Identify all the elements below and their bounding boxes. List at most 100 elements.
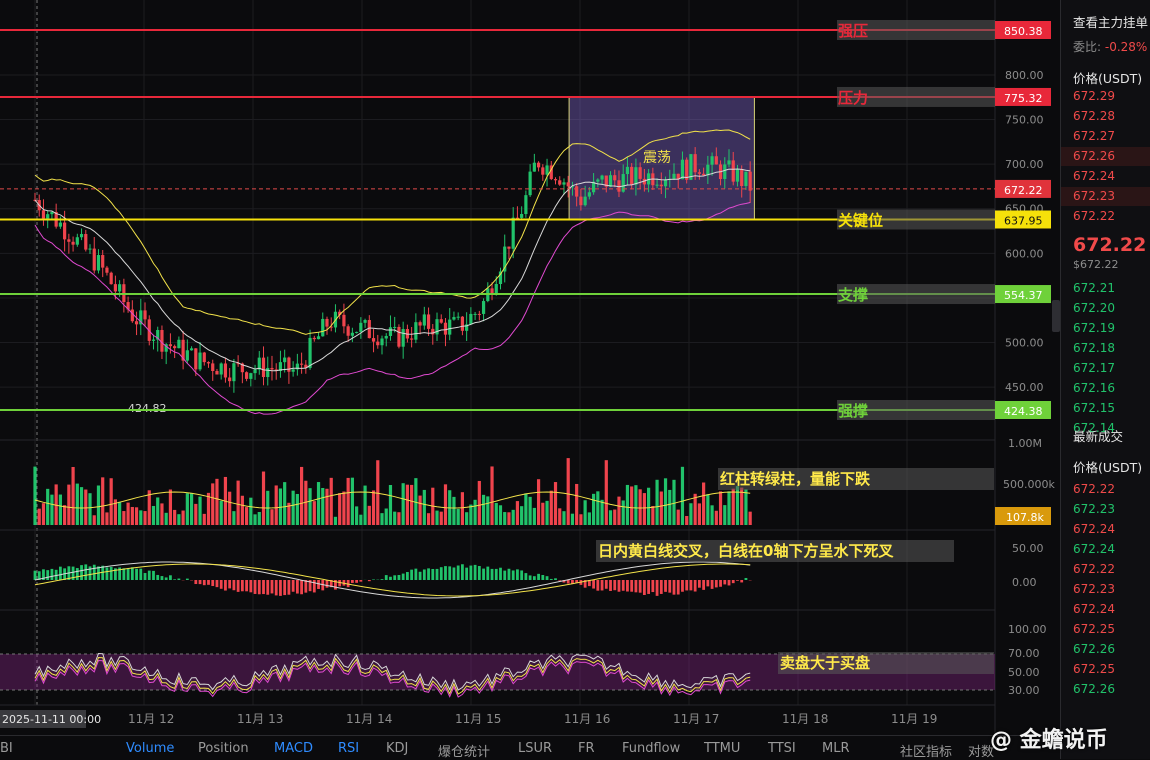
macd-bar <box>635 580 638 592</box>
volume-bar <box>626 485 629 525</box>
candle-body <box>529 172 532 196</box>
macd-bar <box>499 568 502 580</box>
macd-bar <box>719 580 722 587</box>
candle-body <box>469 314 472 324</box>
ask-price[interactable]: 672.29 <box>1073 89 1115 103</box>
ask-price[interactable]: 672.27 <box>1073 129 1115 143</box>
bid-price[interactable]: 672.18 <box>1073 341 1115 355</box>
toolbar-item-ttsi[interactable]: TTSI <box>768 741 796 756</box>
macd-bar <box>457 566 460 580</box>
volume-bar <box>152 506 155 525</box>
trade-price: 672.26 <box>1073 642 1115 656</box>
order-ratio-label: 委比: <box>1073 40 1101 54</box>
candle-body <box>474 314 477 315</box>
volume-bar <box>545 501 548 525</box>
ask-price[interactable]: 672.22 <box>1073 209 1115 223</box>
volume-bar <box>135 507 138 525</box>
macd-bar <box>414 569 417 580</box>
volume-bar <box>300 467 303 525</box>
candle-body <box>283 358 286 363</box>
bid-price[interactable]: 672.19 <box>1073 321 1115 335</box>
trade-price: 672.25 <box>1073 622 1115 636</box>
orderbook-title[interactable]: 查看主力挂单 <box>1073 12 1148 31</box>
volume-bar <box>562 511 565 525</box>
volume-bar <box>452 497 455 525</box>
toolbar-item-fr[interactable]: FR <box>578 741 595 756</box>
candle-body <box>152 340 155 341</box>
toolbar-item-position[interactable]: Position <box>198 741 249 756</box>
candle-body <box>262 358 265 377</box>
macd-bar <box>351 580 354 583</box>
macd-bar <box>554 578 557 580</box>
toolbar-item-fundflow[interactable]: Fundflow <box>622 741 680 756</box>
macd-bar <box>660 580 663 594</box>
macd-bar <box>440 567 443 580</box>
bid-price[interactable]: 672.15 <box>1073 401 1115 415</box>
rsi-tick-label: 100.00 <box>1008 623 1047 636</box>
volume-bar <box>321 488 324 525</box>
toolbar-item-rsi[interactable]: RSI <box>338 741 359 756</box>
panel-resize-handle[interactable] <box>1052 300 1060 332</box>
macd-bar <box>520 570 523 580</box>
candle-body <box>694 154 697 172</box>
ask-price[interactable]: 672.28 <box>1073 109 1115 123</box>
volume-bar <box>169 490 172 525</box>
macd-bar <box>592 580 595 589</box>
candle-body <box>706 165 709 176</box>
volume-bar <box>359 515 362 525</box>
macd-bar <box>127 569 130 580</box>
toolbar-item-kdj[interactable]: KDJ <box>386 741 408 756</box>
trade-price: 672.23 <box>1073 582 1115 596</box>
bid-price[interactable]: 672.17 <box>1073 361 1115 375</box>
toolbar-item-mlr[interactable]: MLR <box>822 741 850 756</box>
candle-body <box>347 326 350 335</box>
macd-bar <box>601 580 604 590</box>
toolbar-item-ttmu[interactable]: TTMU <box>704 741 740 756</box>
macd-bar <box>690 580 693 590</box>
macd-bar <box>711 580 714 589</box>
volume-bar <box>550 491 553 525</box>
toolbar-item-lsur[interactable]: LSUR <box>518 741 552 756</box>
candle-body <box>135 321 138 324</box>
x-axis-tick-label: 11月 14 <box>346 712 392 726</box>
ask-price[interactable]: 672.26 <box>1073 149 1115 163</box>
volume-bar <box>376 460 379 525</box>
macd-bar <box>169 575 172 580</box>
volume-bar <box>719 491 722 525</box>
macd-bar <box>613 580 616 590</box>
candle-body <box>215 371 218 374</box>
candle-body <box>372 338 375 342</box>
candle-body <box>562 182 565 184</box>
bid-price[interactable]: 672.16 <box>1073 381 1115 395</box>
candle-body <box>664 180 667 187</box>
candle-body <box>533 163 536 172</box>
candle-body <box>245 372 248 379</box>
macd-bar <box>533 576 536 580</box>
volume-bar <box>393 512 396 525</box>
bid-price[interactable]: 672.21 <box>1073 281 1115 295</box>
volume-bar <box>93 515 96 525</box>
toolbar-item-volume[interactable]: Volume <box>126 741 174 756</box>
volume-bar <box>406 485 409 525</box>
candle-body <box>300 364 303 365</box>
ask-price[interactable]: 672.24 <box>1073 169 1115 183</box>
volume-bar <box>46 489 49 525</box>
toolbar-item-macd[interactable]: MACD <box>274 741 313 756</box>
macd-bar <box>702 580 705 590</box>
toolbar-item-爆仓统计[interactable]: 爆仓统计 <box>438 741 490 760</box>
bid-price[interactable]: 672.20 <box>1073 301 1115 315</box>
trade-price: 672.24 <box>1073 602 1115 616</box>
macd-bar <box>558 580 561 581</box>
candle-body <box>376 342 379 346</box>
toolbar-item-bi[interactable]: BI <box>0 741 13 756</box>
chart-canvas[interactable]: 800.00750.00700.00650.00600.00550.00500.… <box>0 0 1060 735</box>
volume-bar <box>313 501 316 525</box>
watermark: @ 金蟾说币 <box>990 722 1108 754</box>
trades-title[interactable]: 最新成交 <box>1073 426 1123 445</box>
macd-bar <box>639 580 642 593</box>
toolbar-item-社区指标[interactable]: 社区指标 <box>900 741 952 760</box>
volume-bar <box>338 493 341 525</box>
macd-bar <box>567 580 570 584</box>
level-price-label: 850.38 <box>1004 25 1043 38</box>
ask-price[interactable]: 672.23 <box>1073 189 1115 203</box>
